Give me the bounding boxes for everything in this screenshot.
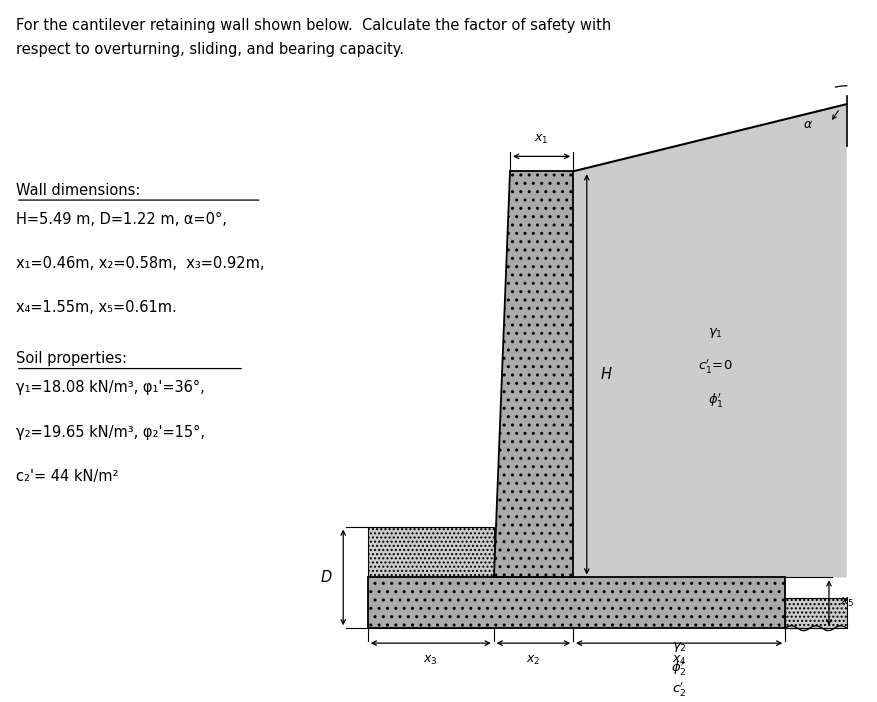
- Text: $\phi_1'$: $\phi_1'$: [707, 390, 723, 409]
- Text: γ₂=19.65 kN/m³, φ₂'=15°,: γ₂=19.65 kN/m³, φ₂'=15°,: [16, 425, 204, 439]
- Text: For the cantilever retaining wall shown below.  Calculate the factor of safety w: For the cantilever retaining wall shown …: [16, 18, 610, 32]
- Text: Soil properties:: Soil properties:: [16, 351, 126, 366]
- Polygon shape: [367, 578, 784, 628]
- Text: $H$: $H$: [600, 366, 612, 383]
- Polygon shape: [367, 526, 493, 628]
- Text: $x_4$: $x_4$: [671, 654, 686, 667]
- Polygon shape: [573, 104, 845, 578]
- Text: $x_5$: $x_5$: [839, 596, 853, 609]
- Polygon shape: [493, 171, 573, 578]
- Polygon shape: [784, 597, 845, 628]
- Text: $c_1' \!=\! 0$: $c_1' \!=\! 0$: [697, 357, 732, 376]
- Text: $c_2'$: $c_2'$: [671, 680, 686, 698]
- Text: γ₁=18.08 kN/m³, φ₁'=36°,: γ₁=18.08 kN/m³, φ₁'=36°,: [16, 380, 204, 395]
- Text: $\gamma_2$: $\gamma_2$: [671, 640, 686, 654]
- Text: x₁=0.46m, x₂=0.58m,  x₃=0.92m,: x₁=0.46m, x₂=0.58m, x₃=0.92m,: [16, 256, 264, 271]
- Text: $x_3$: $x_3$: [423, 654, 438, 667]
- Text: $D$: $D$: [319, 569, 332, 585]
- Text: c₂'= 44 kN/m²: c₂'= 44 kN/m²: [16, 469, 118, 484]
- Text: $x_2$: $x_2$: [525, 654, 540, 667]
- Text: respect to overturning, sliding, and bearing capacity.: respect to overturning, sliding, and bea…: [16, 42, 403, 57]
- Text: Wall dimensions:: Wall dimensions:: [16, 183, 140, 197]
- Text: $\phi_2'$: $\phi_2'$: [671, 659, 686, 677]
- Text: $\alpha$: $\alpha$: [802, 119, 813, 131]
- Text: x₄=1.55m, x₅=0.61m.: x₄=1.55m, x₅=0.61m.: [16, 300, 176, 315]
- Text: $x_1$: $x_1$: [534, 133, 548, 145]
- Text: $\gamma_1$: $\gamma_1$: [707, 326, 722, 340]
- Text: H=5.49 m, D=1.22 m, α=0°,: H=5.49 m, D=1.22 m, α=0°,: [16, 212, 226, 227]
